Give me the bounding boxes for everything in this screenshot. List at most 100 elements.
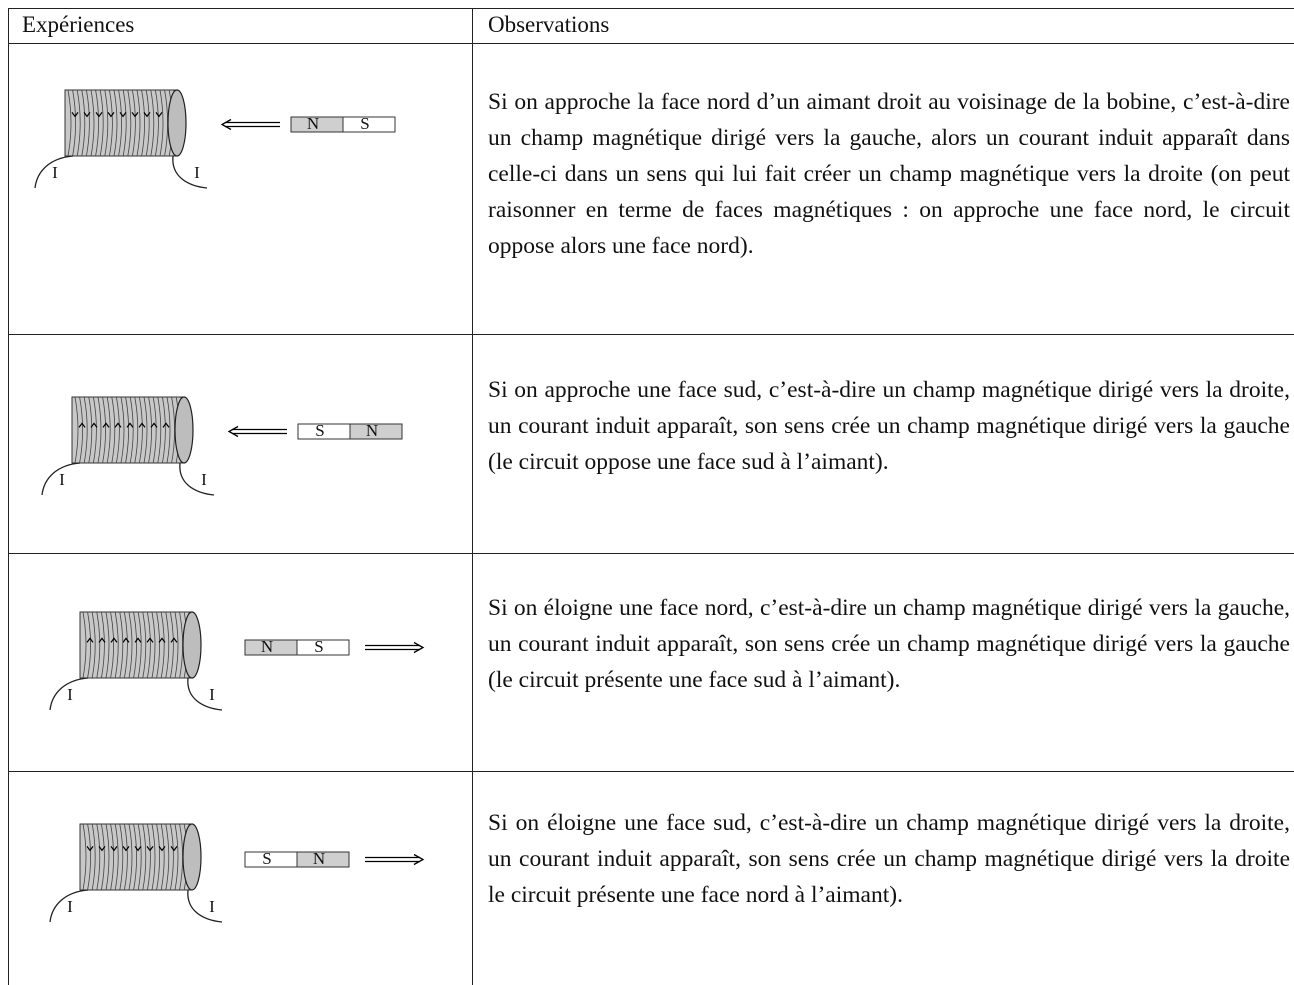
winding — [127, 89, 132, 157]
winding-arrow — [170, 637, 178, 643]
current-label: I — [67, 685, 73, 704]
winding — [159, 89, 164, 157]
wire — [41, 462, 81, 496]
winding-arrow — [83, 112, 91, 118]
winding — [174, 823, 179, 891]
winding — [137, 611, 142, 679]
winding — [82, 611, 87, 679]
winding-arrow — [143, 112, 151, 118]
winding — [151, 611, 156, 679]
wire — [179, 462, 215, 496]
rule — [8, 771, 1294, 772]
winding — [160, 823, 165, 891]
winding — [174, 611, 179, 679]
winding — [67, 89, 72, 157]
winding-arrow — [170, 846, 178, 852]
rule — [472, 8, 473, 985]
current-label: I — [194, 163, 200, 182]
winding — [156, 611, 160, 679]
winding — [166, 396, 171, 464]
current-label: I — [209, 897, 215, 916]
winding-arrow — [162, 422, 170, 428]
winding — [156, 823, 160, 891]
winding — [116, 396, 120, 464]
winding — [111, 396, 116, 464]
winding-arrow — [71, 112, 79, 118]
wire — [172, 155, 208, 189]
arrow-head — [220, 118, 232, 131]
winding — [96, 823, 101, 891]
winding-arrow — [122, 846, 130, 852]
winding-arrow — [98, 637, 106, 643]
winding — [143, 396, 148, 464]
magnet-half — [349, 423, 403, 440]
current-label: I — [209, 685, 215, 704]
winding — [106, 396, 111, 464]
rule — [8, 553, 1294, 554]
winding — [79, 396, 83, 464]
observation: Si on approche la face nord d’un aimant … — [488, 89, 1290, 259]
winding-arrow — [158, 846, 166, 852]
winding-arrow — [146, 637, 154, 643]
winding — [155, 89, 159, 157]
winding — [122, 89, 127, 157]
header-cell: Observations — [488, 12, 610, 37]
winding — [136, 89, 141, 157]
winding — [148, 396, 152, 464]
winding-arrow — [90, 422, 98, 428]
magnet-half — [296, 851, 350, 868]
winding-arrow — [102, 422, 110, 428]
winding — [147, 823, 151, 891]
coil-end — [174, 396, 194, 464]
coil — [79, 823, 193, 891]
winding — [129, 396, 134, 464]
winding — [110, 823, 114, 891]
rule — [8, 8, 1294, 9]
magnet-pole: S — [262, 849, 271, 868]
winding — [93, 396, 97, 464]
wire — [49, 889, 89, 923]
winding — [88, 396, 93, 464]
coil-end — [167, 89, 187, 157]
winding — [97, 396, 102, 464]
winding — [162, 396, 166, 464]
winding — [141, 89, 145, 157]
winding-arrow — [126, 422, 134, 428]
magnet-pole: S — [315, 421, 324, 440]
winding — [91, 611, 96, 679]
winding — [160, 611, 165, 679]
coil-end — [182, 823, 202, 891]
current-label: I — [67, 897, 73, 916]
winding-arrow — [150, 422, 158, 428]
winding-arrow — [138, 422, 146, 428]
winding — [90, 89, 95, 157]
winding-arrow — [95, 112, 103, 118]
winding — [170, 611, 174, 679]
winding — [72, 89, 76, 157]
observation: Si on éloigne une face sud, c’est-à-dire… — [488, 810, 1290, 908]
winding-arrow — [134, 846, 142, 852]
magnet-pole: N — [366, 421, 378, 440]
winding — [96, 611, 101, 679]
winding — [132, 89, 136, 157]
winding-arrow — [146, 846, 154, 852]
winding — [114, 823, 119, 891]
winding-arrow — [110, 846, 118, 852]
wire — [187, 889, 223, 923]
winding — [120, 396, 125, 464]
winding — [101, 823, 105, 891]
winding — [87, 823, 91, 891]
winding — [151, 823, 156, 891]
header-cell: Expériences — [22, 12, 135, 37]
wire — [187, 677, 223, 711]
winding — [87, 611, 91, 679]
winding — [125, 396, 129, 464]
current-label: I — [52, 163, 58, 182]
winding — [114, 611, 119, 679]
coil-end — [182, 611, 202, 679]
winding-arrow — [86, 637, 94, 643]
magnet-pole: N — [261, 637, 273, 656]
winding — [110, 611, 114, 679]
winding — [74, 396, 79, 464]
